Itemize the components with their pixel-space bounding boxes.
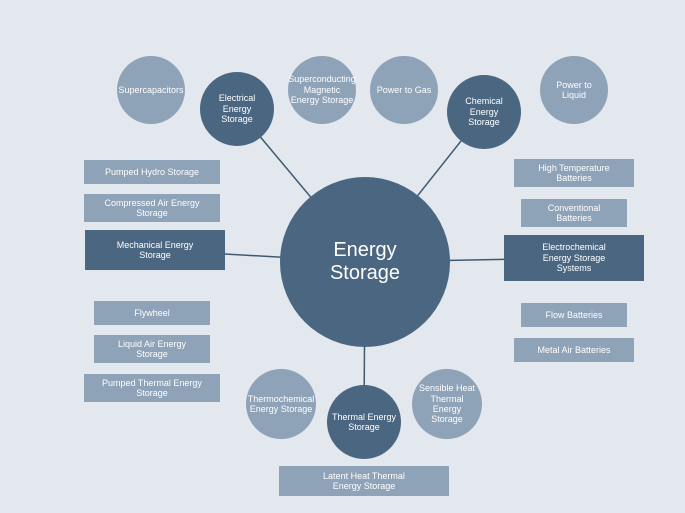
- node-label: Pumped Hydro Storage: [105, 167, 199, 177]
- node-label: Flywheel: [134, 308, 170, 318]
- node-label: Compressed Air Energy Storage: [104, 198, 199, 219]
- node-label: Thermochemical Energy Storage: [248, 394, 315, 415]
- node-label: Energy Storage: [330, 239, 400, 285]
- node-label: Electrical Energy Storage: [204, 93, 270, 124]
- node-label: Flow Batteries: [545, 310, 602, 320]
- node-mab: Metal Air Batteries: [514, 338, 634, 362]
- node-ptes: Pumped Thermal Energy Storage: [84, 374, 220, 402]
- node-label: Power to Gas: [377, 85, 432, 95]
- node-label: Power to Liquid: [544, 80, 604, 101]
- node-elec: Electrical Energy Storage: [200, 72, 274, 146]
- diagram-stage: Energy Storage Electrical Energy Storage C…: [0, 0, 685, 513]
- node-label: Metal Air Batteries: [537, 345, 610, 355]
- node-echem: Electrochemical Energy Storage Systems: [504, 235, 644, 281]
- node-label: Liquid Air Energy Storage: [118, 339, 186, 360]
- node-label: Latent Heat Thermal Energy Storage: [323, 471, 405, 492]
- node-scmes: Superconducting Magnetic Energy Storage: [288, 56, 356, 124]
- node-center: Energy Storage: [280, 177, 450, 347]
- node-htb: High Temperature Batteries: [514, 159, 634, 187]
- node-label: Sensible Heat Thermal Energy Storage: [416, 383, 478, 424]
- node-label: Pumped Thermal Energy Storage: [102, 378, 202, 399]
- node-label: Superconducting Magnetic Energy Storage: [288, 74, 356, 105]
- node-fly: Flywheel: [94, 301, 210, 325]
- node-label: Supercapacitors: [118, 85, 183, 95]
- node-label: Chemical Energy Storage: [451, 96, 517, 127]
- node-p2g: Power to Gas: [370, 56, 438, 124]
- node-caes: Compressed Air Energy Storage: [84, 194, 220, 222]
- node-therm: Thermal Energy Storage: [327, 385, 401, 459]
- node-mech: Mechanical Energy Storage: [85, 230, 225, 270]
- node-label: Thermal Energy Storage: [332, 412, 396, 433]
- node-label: Conventional Batteries: [548, 203, 601, 224]
- node-flow: Flow Batteries: [521, 303, 627, 327]
- node-label: Mechanical Energy Storage: [117, 240, 194, 261]
- node-lhts: Latent Heat Thermal Energy Storage: [279, 466, 449, 496]
- node-shts: Sensible Heat Thermal Energy Storage: [412, 369, 482, 439]
- node-label: Electrochemical Energy Storage Systems: [542, 242, 606, 273]
- node-laes: Liquid Air Energy Storage: [94, 335, 210, 363]
- node-supercap: Supercapacitors: [117, 56, 185, 124]
- node-tchem: Thermochemical Energy Storage: [246, 369, 316, 439]
- node-label: High Temperature Batteries: [538, 163, 609, 184]
- node-p2l: Power to Liquid: [540, 56, 608, 124]
- node-phs: Pumped Hydro Storage: [84, 160, 220, 184]
- node-conv: Conventional Batteries: [521, 199, 627, 227]
- node-chem: Chemical Energy Storage: [447, 75, 521, 149]
